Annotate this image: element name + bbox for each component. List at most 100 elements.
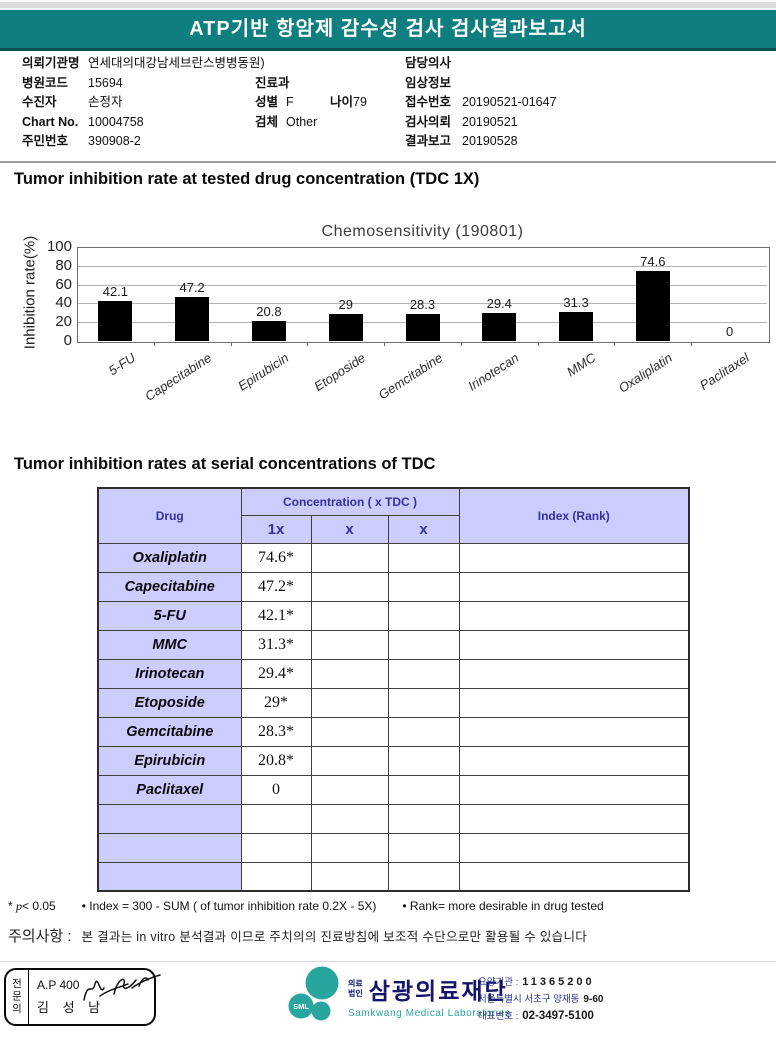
value-cell-x3 [387,745,460,776]
value-cell-1x: 0 [240,774,312,805]
bar-value-label: 31.3 [563,294,589,310]
index-cell [458,745,690,776]
value-cell-1x: 29.4* [240,658,312,689]
table-header-row: Drug Concentration ( x TDC ) Index (Rank… [97,487,690,544]
table-row: Paclitaxel 0 [97,774,690,805]
table-row: Gemcitabine 28.3* [97,716,690,747]
value-cell-1x: 31.3* [240,629,312,660]
org-type-label: 의료 법인 [348,979,363,998]
sml-logo-icon: SML [288,966,339,1021]
col-header-index: Index (Rank) [458,487,690,544]
info-value: 10004758 [88,114,144,129]
col-header-1x: 1x [240,514,312,544]
caution-label: 주의사항 : [8,928,72,945]
x-tick [153,342,155,346]
chart-bar [635,270,670,341]
bar-value-label: 20.8 [256,304,282,320]
chemo-chart: Chemosensitivity (190801) Inhibition rat… [0,205,776,450]
stamp-role-label: 전문의 [6,970,29,1024]
bar-value-label: 74.6 [640,253,666,269]
patient-info-row: 주민번호 390908-2 결과보고 20190528 [0,132,776,152]
info-label: 검사의뢰 [405,114,452,129]
index-cell [458,687,690,718]
value-cell-x2 [310,687,389,718]
col-header-x2: x [310,514,389,544]
value-cell-1x [240,803,312,834]
table-row [97,832,690,863]
info-value: 20190521 [462,114,518,129]
drug-cell: 5-FU [97,600,242,631]
patient-info-row: 의뢰기관명 연세대의대강남세브란스병병동원) 담당의사 [0,54,776,74]
chart-title: Chemosensitivity (190801) [321,223,524,240]
drug-cell: Epirubicin [97,745,242,776]
footnote-index: • Index = 300 - SUM ( of tumor inhibitio… [81,899,377,913]
value-cell-x3 [387,774,460,805]
col-header-drug: Drug [97,487,242,544]
x-tick [537,342,539,346]
value-cell-x2 [310,745,389,776]
x-tick [691,342,693,346]
drug-cell [97,861,242,892]
index-cell [458,832,690,863]
y-tick-label: 60 [55,275,72,293]
table-row [97,861,690,892]
index-cell [458,658,690,689]
gridline [78,265,767,267]
table-row [97,803,690,834]
x-category-label: 5-FU [105,350,138,379]
drug-cell: Gemcitabine [97,716,242,747]
chart-bar [98,301,133,341]
bar-value-label: 29 [338,296,353,312]
value-cell-1x: 20.8* [240,745,312,776]
info-value: 손정자 [88,95,123,109]
info-label: 임상정보 [405,75,452,90]
info-label: 접수번호 [405,95,452,109]
signature-icon [83,974,161,1001]
index-cell [458,803,690,834]
value-cell-x2 [310,832,389,863]
value-cell-x2 [310,658,389,689]
contact-line-address: 서울특별시 서초구 양재동 9-60 [478,994,604,1005]
y-tick-label: 0 [63,332,72,349]
x-category-label: Irinotecan [465,350,522,394]
info-label: 진료과 [255,75,290,90]
sml-badge-text: SML [293,1002,309,1011]
specialist-stamp-box: 전문의 A.P 400 김 성 남 [4,968,156,1026]
x-category-label: MMC [564,350,599,380]
patient-info: 의뢰기관명 연세대의대강남세브란스병병동원) 담당의사 병원코드 15694 진료과 임상정… [0,54,776,152]
x-category-label: Etoposide [311,350,368,395]
bar-value-label: 29.4 [486,296,512,312]
contact-line-phone: 대표번호 : 02-3497-5100 [478,1010,594,1022]
contact-line-institution: 요양기관 : 11365200 [478,976,595,988]
info-value: 390908-2 [88,134,141,148]
value-cell-1x: 47.2* [240,571,312,602]
results-table-wrap: Drug Concentration ( x TDC ) Index (Rank… [97,487,690,892]
value-cell-1x: 74.6* [240,542,312,573]
x-category-label: Gemcitabine [375,350,445,403]
drug-cell [97,803,242,834]
drug-cell: Irinotecan [97,658,242,689]
value-cell-x3 [387,861,460,892]
value-cell-x3 [387,803,460,834]
x-tick [614,342,616,346]
info-label: 수진자 [22,95,57,109]
patient-info-row: 수진자 손정자 성별 F 나이 79 접수번호 20190521-01647 [0,93,776,113]
stamp-cert: A.P 400 [37,977,80,992]
info-value: 20190528 [462,134,518,148]
table-subheader-row: 1x x x [98,514,689,544]
footnote-rank: • Rank= more desirable in drug tested [402,899,604,913]
value-cell-x3 [387,658,460,689]
index-cell [458,542,690,573]
value-cell-x2 [310,571,389,602]
org-name: 삼광의료재단 [368,977,508,1004]
table-row: Epirubicin 20.8* [97,745,690,776]
info-value: 연세대의대강남세브란스병병동원) [88,56,265,70]
caution-note: 주의사항 : 본 결과는 in vitro 분석결과 이므로 주치의의 진료방침… [8,925,587,946]
value-cell-x3 [387,600,460,631]
info-label: 의뢰기관명 [22,56,80,70]
y-tick-label: 80 [55,256,72,274]
value-cell-x2 [310,716,389,747]
y-tick-label: 20 [55,313,72,331]
value-cell-1x: 28.3* [240,716,312,747]
gridline [78,284,767,286]
